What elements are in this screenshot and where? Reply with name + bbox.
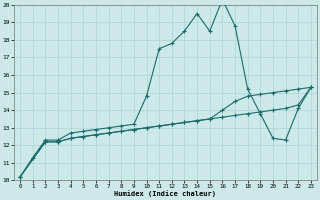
X-axis label: Humidex (Indice chaleur): Humidex (Indice chaleur) <box>115 190 217 197</box>
